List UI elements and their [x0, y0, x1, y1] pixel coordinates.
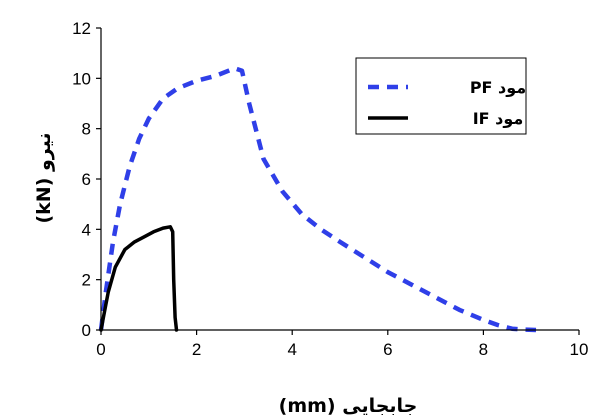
x-tick-label: 8 — [479, 340, 488, 359]
legend-label-pf: مود PF — [470, 78, 526, 97]
y-tick-label: 4 — [82, 220, 91, 239]
series-line-pf — [98, 66, 537, 333]
legend: مود PF مود IF — [355, 57, 527, 135]
y-tick-label: 10 — [72, 69, 91, 88]
legend-box — [355, 57, 527, 135]
x-tick-label: 4 — [287, 340, 296, 359]
y-tick-label: 8 — [82, 120, 91, 139]
y-axis-label: نیرو (kN) — [33, 132, 55, 223]
series-layer — [98, 66, 537, 333]
x-tick-label: 10 — [570, 340, 589, 359]
y-tick-label: 0 — [82, 321, 91, 340]
legend-label-if: مود IF — [473, 109, 524, 128]
x-tick-label: 2 — [192, 340, 201, 359]
y-tick-label: 12 — [72, 19, 91, 38]
x-axis-label: جابجایی (mm) — [279, 395, 418, 415]
series-line-if — [99, 225, 179, 332]
y-tick-label: 6 — [82, 170, 91, 189]
x-tick-label: 0 — [96, 340, 105, 359]
ticks-layer: 0 2 4 6 8 10 12 0 2 4 6 8 10 — [72, 19, 588, 359]
y-tick-label: 2 — [82, 271, 91, 290]
x-tick-label: 6 — [383, 340, 392, 359]
